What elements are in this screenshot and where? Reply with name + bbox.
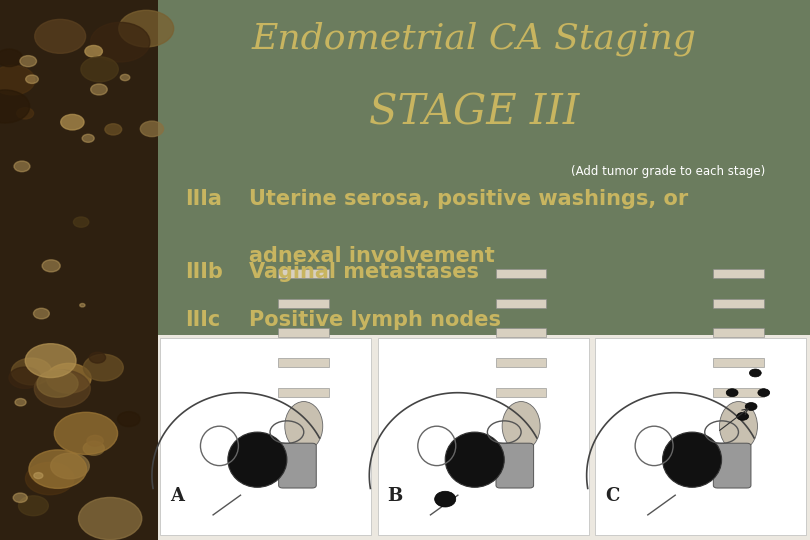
Circle shape bbox=[42, 260, 60, 272]
Bar bbox=[377, 338, 589, 535]
Bar bbox=[160, 338, 371, 535]
Text: C: C bbox=[605, 487, 619, 505]
Circle shape bbox=[745, 402, 757, 410]
Ellipse shape bbox=[663, 432, 722, 487]
Circle shape bbox=[0, 65, 35, 95]
Circle shape bbox=[34, 370, 90, 407]
Bar bbox=[496, 358, 547, 367]
Circle shape bbox=[17, 108, 33, 119]
Circle shape bbox=[79, 497, 142, 539]
Bar bbox=[713, 328, 764, 337]
Text: Uterine serosa, positive washings, or: Uterine serosa, positive washings, or bbox=[249, 189, 688, 209]
Ellipse shape bbox=[446, 432, 505, 487]
Circle shape bbox=[33, 308, 49, 319]
Circle shape bbox=[74, 217, 89, 227]
Circle shape bbox=[15, 399, 26, 406]
Bar bbox=[713, 388, 764, 396]
Text: Positive lymph nodes: Positive lymph nodes bbox=[249, 310, 501, 330]
Text: IIIa: IIIa bbox=[185, 189, 222, 209]
Bar bbox=[713, 269, 764, 278]
Circle shape bbox=[91, 22, 150, 62]
Bar bbox=[279, 299, 329, 308]
Bar bbox=[279, 328, 329, 337]
Bar bbox=[0, 0, 158, 540]
Circle shape bbox=[0, 49, 23, 66]
Text: IIIb: IIIb bbox=[185, 262, 223, 282]
Circle shape bbox=[14, 161, 30, 172]
Circle shape bbox=[89, 352, 105, 363]
Bar bbox=[158, 335, 810, 540]
Circle shape bbox=[79, 303, 85, 307]
Ellipse shape bbox=[502, 402, 540, 451]
Circle shape bbox=[758, 389, 770, 396]
Circle shape bbox=[85, 45, 102, 57]
Text: B: B bbox=[387, 487, 403, 505]
Circle shape bbox=[0, 90, 30, 123]
FancyBboxPatch shape bbox=[714, 443, 751, 488]
Circle shape bbox=[51, 453, 89, 479]
Ellipse shape bbox=[435, 491, 456, 507]
Bar bbox=[158, 0, 810, 540]
Circle shape bbox=[104, 124, 122, 135]
Text: Vaginal metastases: Vaginal metastases bbox=[249, 262, 480, 282]
Circle shape bbox=[37, 370, 78, 397]
Text: adnexal involvement: adnexal involvement bbox=[249, 246, 495, 266]
Text: (Add tumor grade to each stage): (Add tumor grade to each stage) bbox=[571, 165, 765, 178]
Circle shape bbox=[727, 389, 738, 396]
Circle shape bbox=[54, 413, 117, 455]
Circle shape bbox=[83, 354, 123, 381]
Bar bbox=[713, 358, 764, 367]
Bar bbox=[496, 269, 547, 278]
Bar bbox=[595, 338, 806, 535]
Circle shape bbox=[46, 363, 91, 393]
Circle shape bbox=[140, 121, 164, 137]
Circle shape bbox=[35, 19, 86, 53]
Circle shape bbox=[13, 493, 28, 502]
Circle shape bbox=[20, 56, 36, 67]
Circle shape bbox=[121, 75, 130, 80]
Circle shape bbox=[87, 435, 103, 446]
Circle shape bbox=[117, 411, 140, 427]
Bar bbox=[713, 299, 764, 308]
Circle shape bbox=[26, 75, 38, 84]
Bar bbox=[496, 299, 547, 308]
Circle shape bbox=[81, 57, 118, 82]
Circle shape bbox=[19, 496, 49, 516]
Text: IIIc: IIIc bbox=[185, 310, 220, 330]
Circle shape bbox=[25, 462, 74, 495]
Circle shape bbox=[25, 343, 76, 377]
Text: Endometrial CA Staging: Endometrial CA Staging bbox=[251, 22, 697, 56]
Text: STAGE III: STAGE III bbox=[369, 92, 579, 134]
Circle shape bbox=[91, 84, 107, 95]
Text: A: A bbox=[170, 487, 184, 505]
Circle shape bbox=[119, 10, 173, 47]
Bar bbox=[496, 388, 547, 396]
Circle shape bbox=[29, 450, 87, 488]
Circle shape bbox=[11, 358, 52, 385]
Circle shape bbox=[9, 367, 41, 388]
Circle shape bbox=[34, 472, 43, 478]
Ellipse shape bbox=[228, 432, 287, 487]
Circle shape bbox=[737, 413, 748, 420]
FancyBboxPatch shape bbox=[279, 443, 316, 488]
Circle shape bbox=[83, 441, 104, 455]
Bar bbox=[279, 269, 329, 278]
Ellipse shape bbox=[285, 402, 322, 451]
FancyBboxPatch shape bbox=[496, 443, 534, 488]
Bar bbox=[496, 328, 547, 337]
Circle shape bbox=[82, 134, 94, 143]
Ellipse shape bbox=[719, 402, 757, 451]
Circle shape bbox=[61, 114, 84, 130]
Bar bbox=[279, 388, 329, 396]
Bar bbox=[279, 358, 329, 367]
Circle shape bbox=[749, 369, 761, 377]
